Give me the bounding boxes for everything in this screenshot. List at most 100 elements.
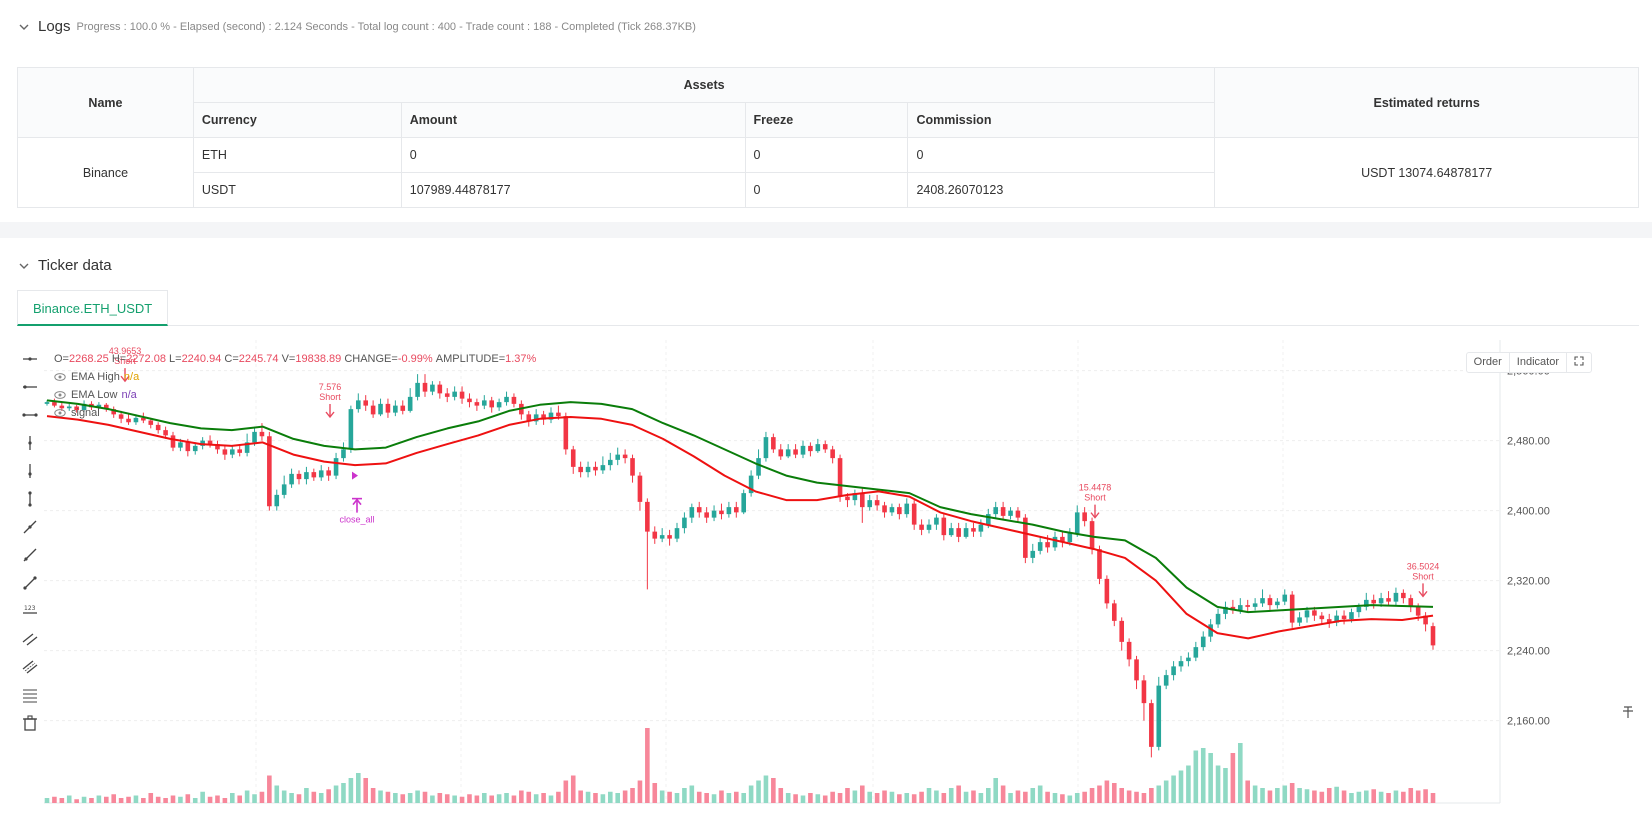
volume-bar: [830, 791, 835, 803]
volume-bar: [1260, 788, 1265, 803]
channel-icon: [22, 660, 38, 674]
candle-body: [348, 409, 354, 450]
open-value: 2268.25: [68, 353, 109, 365]
candle-body: [837, 458, 843, 497]
eye-icon[interactable]: [54, 372, 66, 382]
candle-body: [1260, 598, 1265, 604]
volume-bar: [430, 795, 435, 803]
price-line-tool[interactable]: 123: [17, 597, 43, 625]
name-header: Name: [17, 67, 194, 138]
amount-header: Amount: [400, 102, 746, 138]
ticker-header[interactable]: Ticker data: [17, 257, 112, 274]
l-label: L=: [169, 353, 182, 365]
fullscreen-button[interactable]: [1567, 353, 1591, 372]
volume-bar: [415, 790, 420, 803]
ticker-tab-bar: Binance.ETH_USDT: [17, 290, 1639, 326]
volume-bar: [808, 793, 813, 803]
volume-bar: [496, 794, 502, 803]
volume-bar: [1408, 788, 1414, 803]
candle-body: [1015, 510, 1021, 518]
logs-header[interactable]: Logs Progress : 100.0 % - Elapsed (secon…: [17, 18, 696, 35]
volume-bar: [1312, 790, 1317, 803]
volume-bar: [452, 795, 457, 803]
tab-binance-eth-usdt[interactable]: Binance.ETH_USDT: [17, 290, 169, 326]
volume-bar: [1297, 788, 1302, 803]
candle-body: [1097, 549, 1102, 579]
ema-low-line: [46, 415, 1434, 640]
candle-body: [489, 400, 495, 408]
volume-bar: [1023, 791, 1028, 803]
volume-bar: [689, 785, 695, 803]
indicator-button[interactable]: Indicator: [1510, 353, 1567, 372]
delete-drawings-tool[interactable]: [17, 709, 43, 737]
candle-body: [748, 475, 754, 494]
ema-high-line: [46, 399, 1434, 614]
candle-body: [533, 414, 539, 422]
trend-line-tool[interactable]: [17, 513, 43, 541]
volume-bar: [44, 798, 50, 803]
candle-body: [637, 475, 643, 502]
volume-bar: [111, 794, 117, 803]
chart-controls: Order Indicator: [1465, 352, 1592, 373]
candle-body: [1423, 615, 1428, 625]
volume-bar: [704, 793, 709, 803]
order-button[interactable]: Order: [1467, 353, 1510, 372]
volume-bar: [748, 785, 754, 803]
candle-body: [993, 507, 999, 515]
candle-body: [882, 505, 887, 513]
volume-bar: [1326, 788, 1332, 803]
ray-line-icon: [23, 548, 37, 562]
candle-body: [674, 528, 680, 539]
volume-bar: [355, 773, 361, 803]
signal-type-label: Short: [1412, 571, 1434, 581]
candle-body: [452, 391, 457, 397]
candle-body: [852, 493, 858, 501]
volume-bar: [1200, 748, 1206, 803]
segment-line-tool[interactable]: [17, 569, 43, 597]
volume-bar: [66, 795, 72, 803]
vertical-ray-tool[interactable]: [17, 457, 43, 485]
horizontal-line-tool[interactable]: [17, 345, 43, 373]
eye-icon[interactable]: [54, 390, 66, 400]
legend-signal[interactable]: signal: [54, 404, 536, 422]
assets-table: Name Assets Estimated returns Currency A…: [17, 67, 1639, 208]
short-arrow-icon: [325, 411, 335, 419]
h-label: H=: [111, 353, 127, 365]
volume-bar: [237, 795, 243, 803]
candle-body: [422, 382, 428, 392]
legend-ema-high[interactable]: EMA High n/a: [54, 368, 536, 386]
volume-bar: [1134, 791, 1139, 803]
volume-bar: [971, 790, 976, 803]
candle-body: [1371, 599, 1377, 604]
fibonacci-tool[interactable]: [17, 681, 43, 709]
chevron-down-icon[interactable]: [17, 259, 31, 273]
volume-bar: [1289, 783, 1295, 803]
drawing-toolbar: 123: [17, 345, 43, 737]
volume-bar: [630, 788, 635, 803]
channel-tool[interactable]: [17, 653, 43, 681]
volume-bar: [585, 791, 591, 803]
vertical-segment-tool[interactable]: [17, 485, 43, 513]
horizontal-segment-tool[interactable]: [17, 401, 43, 429]
volume-bar: [1171, 775, 1176, 803]
vertical-line-tool[interactable]: [17, 429, 43, 457]
candle-body: [1289, 594, 1295, 623]
candlestick-chart[interactable]: 2,560.002,480.002,400.002,320.002,240.00…: [17, 340, 1639, 810]
ray-line-tool[interactable]: [17, 541, 43, 569]
x-tick-label: 09-04: [652, 809, 680, 810]
candle-body: [956, 528, 961, 537]
horizontal-ray-tool[interactable]: [17, 373, 43, 401]
parallel-line-tool[interactable]: [17, 625, 43, 653]
candle-body: [874, 500, 880, 506]
c-label: C=: [224, 353, 239, 365]
candle-body: [267, 436, 272, 507]
legend-ema-low[interactable]: EMA Low n/a: [54, 386, 536, 404]
volume-bar: [1030, 788, 1036, 803]
volume-bar: [519, 790, 524, 803]
volume-bar: [1245, 780, 1251, 803]
volume-bar: [74, 799, 79, 803]
candle-body: [615, 454, 621, 460]
volume-bar: [207, 796, 213, 803]
chevron-down-icon[interactable]: [17, 20, 31, 34]
eye-icon[interactable]: [54, 408, 66, 418]
